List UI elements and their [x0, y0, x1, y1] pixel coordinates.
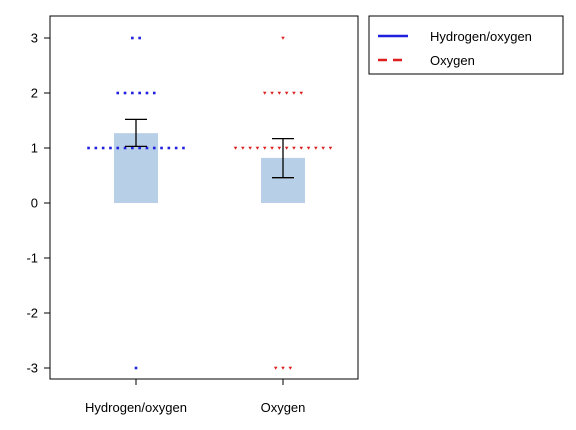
point-oxygen — [314, 146, 318, 150]
point-hydrogen-oxygen — [131, 36, 134, 40]
legend-label-hydrogen-oxygen: Hydrogen/oxygen — [430, 29, 532, 44]
point-oxygen — [284, 91, 289, 95]
point-oxygen — [284, 146, 289, 150]
point-oxygen — [292, 146, 296, 150]
y-tick-label: -2 — [26, 306, 38, 321]
y-tick-label: -1 — [26, 251, 38, 266]
point-oxygen — [277, 91, 282, 95]
point-hydrogen-oxygen — [134, 366, 138, 370]
legend: Hydrogen/oxygen Oxygen — [368, 15, 564, 75]
point-hydrogen-oxygen — [116, 146, 120, 150]
point-oxygen — [248, 146, 252, 150]
point-oxygen — [321, 146, 325, 150]
point-hydrogen-oxygen — [138, 36, 141, 40]
x-tick-label-oxygen: Oxygen — [261, 400, 306, 415]
point-hydrogen-oxygen — [138, 91, 141, 95]
y-tick-label: 1 — [31, 141, 38, 156]
legend-box — [368, 15, 564, 75]
point-hydrogen-oxygen — [94, 146, 98, 150]
point-hydrogen-oxygen — [131, 146, 134, 150]
point-oxygen — [281, 366, 285, 370]
point-oxygen — [270, 91, 274, 95]
point-hydrogen-oxygen — [145, 91, 149, 95]
point-oxygen — [328, 146, 333, 150]
point-oxygen — [281, 36, 285, 40]
y-tick-label: 3 — [31, 31, 38, 46]
point-oxygen — [277, 146, 282, 150]
point-hydrogen-oxygen — [123, 146, 127, 150]
y-tick-label: 2 — [31, 86, 38, 101]
point-oxygen — [262, 91, 267, 95]
point-oxygen — [306, 146, 311, 150]
point-hydrogen-oxygen — [138, 146, 141, 150]
point-oxygen — [233, 146, 238, 150]
point-oxygen — [288, 366, 293, 370]
point-hydrogen-oxygen — [123, 91, 127, 95]
point-oxygen — [273, 366, 278, 370]
point-oxygen — [292, 91, 296, 95]
point-hydrogen-oxygen — [131, 91, 134, 95]
point-hydrogen-oxygen — [101, 146, 105, 150]
x-tick-label-hydrogen-oxygen: Hydrogen/oxygen — [85, 400, 187, 415]
plot-frame — [49, 15, 359, 380]
point-hydrogen-oxygen — [109, 146, 112, 150]
point-oxygen — [299, 146, 304, 150]
point-oxygen — [262, 146, 267, 150]
point-oxygen — [299, 91, 304, 95]
point-hydrogen-oxygen — [152, 146, 156, 150]
point-hydrogen-oxygen — [145, 146, 149, 150]
point-hydrogen-oxygen — [174, 146, 178, 150]
point-hydrogen-oxygen — [87, 146, 90, 150]
point-hydrogen-oxygen — [167, 146, 171, 150]
point-hydrogen-oxygen — [160, 146, 163, 150]
y-tick-label: 0 — [31, 196, 38, 211]
point-oxygen — [270, 146, 274, 150]
legend-label-oxygen: Oxygen — [430, 53, 475, 68]
y-tick-label: -3 — [26, 361, 38, 376]
point-oxygen — [255, 146, 260, 150]
point-oxygen — [241, 146, 245, 150]
point-hydrogen-oxygen — [182, 146, 185, 150]
point-hydrogen-oxygen — [116, 91, 120, 95]
point-hydrogen-oxygen — [152, 91, 156, 95]
